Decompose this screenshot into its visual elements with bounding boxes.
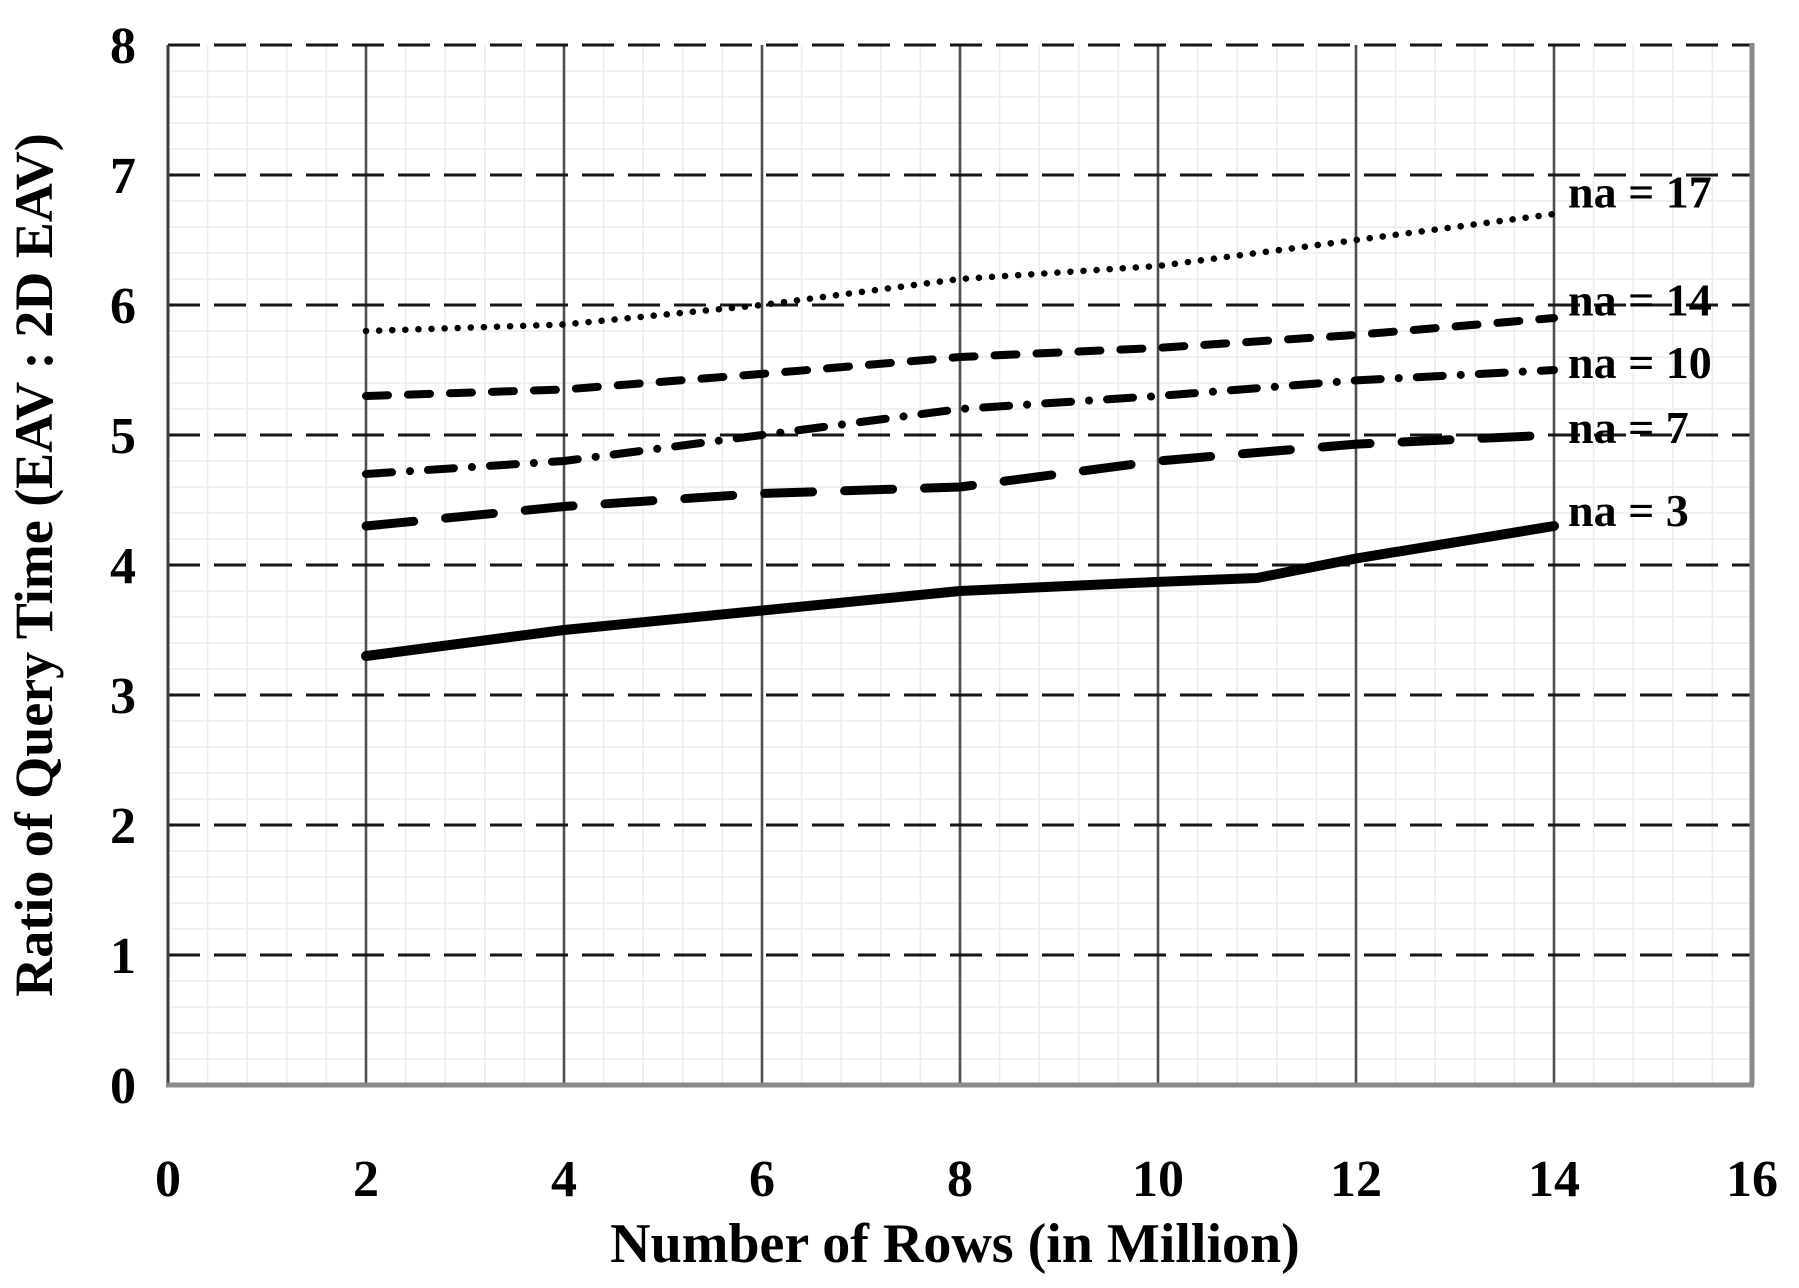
series-na14-line (362, 314, 1558, 400)
series-na3-line (361, 521, 1559, 661)
x-tick-label: 14 (1528, 1151, 1580, 1208)
y-axis-title: Ratio of Query Time (EAV : 2D EAV) (4, 133, 64, 997)
series-na10-label: na = 10 (1568, 337, 1712, 388)
series-na14-label: na = 14 (1568, 275, 1712, 326)
series-na7-label: na = 7 (1568, 402, 1689, 453)
x-tick-label: 12 (1330, 1151, 1382, 1208)
series-na3-label: na = 3 (1568, 485, 1689, 536)
series-na17-label: na = 17 (1568, 167, 1712, 218)
x-tick-label: 2 (353, 1151, 379, 1208)
series-na7-line (361, 430, 1559, 531)
y-tick-label: 0 (110, 1058, 136, 1115)
x-tick-label: 0 (155, 1151, 181, 1208)
y-tick-label: 3 (110, 668, 136, 725)
x-tick-label: 10 (1132, 1151, 1184, 1208)
y-tick-label: 5 (110, 408, 136, 465)
major-gridlines (168, 43, 1752, 1085)
x-tick-label: 6 (749, 1151, 775, 1208)
y-tick-label: 4 (110, 538, 136, 595)
y-tick-label: 7 (110, 148, 136, 205)
data-series (361, 210, 1559, 661)
y-tick-label: 6 (110, 278, 136, 335)
y-tick-label: 8 (110, 18, 136, 75)
x-tick-label: 8 (947, 1151, 973, 1208)
plot-borders (166, 43, 1755, 1088)
series-na10-line (362, 366, 1558, 478)
y-tick-label: 1 (110, 928, 136, 985)
series-na17-line (362, 210, 1558, 335)
x-axis-title: Number of Rows (in Million) (610, 1213, 1300, 1275)
y-tick-label: 2 (110, 798, 136, 855)
x-tick-label: 16 (1726, 1151, 1778, 1208)
series-labels: na = 17 na = 14 na = 10 na = 7 na = 3 (1568, 167, 1712, 536)
x-tick-label: 4 (551, 1151, 577, 1208)
minor-gridlines (168, 45, 1752, 1085)
